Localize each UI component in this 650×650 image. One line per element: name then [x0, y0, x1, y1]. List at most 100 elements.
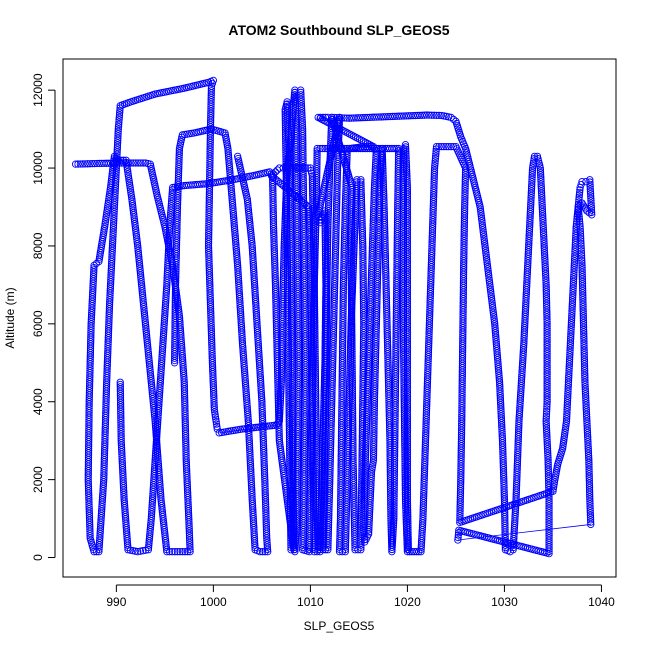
data-point: [210, 405, 218, 414]
y-tick-label: 0: [31, 554, 45, 561]
data-point: [113, 146, 121, 154]
data-point: [134, 159, 142, 167]
data-point: [113, 155, 121, 163]
data-point: [103, 209, 111, 217]
y-tick-label: 8000: [31, 232, 45, 259]
data-point: [276, 399, 284, 407]
data-point: [109, 233, 117, 241]
y-tick-label: 2000: [31, 466, 45, 493]
data-point: [115, 113, 123, 122]
data-point: [213, 422, 221, 431]
data-point: [112, 168, 120, 177]
data-point: [109, 219, 118, 227]
data-point: [114, 130, 122, 138]
data-point: [125, 177, 133, 185]
data-point: [113, 157, 121, 165]
chart-title: ATOM2 Southbound SLP_GEOS5: [228, 22, 449, 38]
data-point: [186, 541, 194, 549]
data-point: [210, 403, 218, 411]
data-point: [185, 534, 194, 542]
data-point: [276, 392, 285, 400]
data-point: [211, 410, 219, 419]
data-point: [112, 175, 120, 184]
data-point: [185, 531, 194, 540]
data-point: [129, 159, 137, 167]
data-point: [126, 184, 134, 192]
data-point: [114, 132, 122, 140]
plot-frame: [62, 58, 617, 578]
x-tick-label: 1040: [588, 595, 615, 609]
data-point: [83, 160, 92, 168]
x-tick-label: 990: [106, 595, 126, 609]
data-point: [132, 159, 140, 167]
data-point: [111, 185, 119, 193]
data-point: [103, 204, 112, 212]
data-point: [102, 213, 110, 221]
data-point: [110, 203, 119, 211]
data-point: [127, 188, 135, 196]
data-point: [128, 197, 136, 206]
data-point: [213, 425, 221, 433]
data-point: [79, 160, 87, 168]
data-point: [110, 210, 118, 218]
data-point: [111, 187, 119, 195]
data-point: [124, 170, 132, 178]
data-point: [126, 186, 135, 194]
data-point: [110, 198, 119, 207]
data-point: [115, 120, 123, 129]
data-point: [185, 527, 193, 535]
data-point: [106, 183, 115, 192]
data-point: [108, 242, 117, 250]
x-tick-label: 1000: [200, 595, 227, 609]
data-point: [95, 257, 103, 266]
data-point: [86, 160, 94, 168]
data-point: [186, 536, 194, 544]
data-point: [185, 525, 193, 533]
x-axis: 990 1000 1010 1020 1030 1040: [106, 584, 615, 609]
data-point: [113, 148, 121, 156]
data-point: [91, 159, 99, 168]
data-point: [76, 160, 85, 168]
y-tick-label: 12000: [31, 73, 45, 107]
data-point: [88, 160, 96, 168]
data-point: [212, 415, 220, 423]
data-point: [212, 420, 221, 428]
data-point: [113, 150, 121, 158]
data-point: [101, 218, 110, 226]
data-point: [112, 164, 121, 172]
data-point: [111, 182, 120, 191]
data-point: [109, 226, 117, 234]
data-point: [86, 529, 94, 538]
data-point: [211, 413, 220, 421]
data-point: [136, 159, 145, 167]
data-point: [113, 141, 122, 149]
data-point: [125, 174, 133, 183]
data-point: [110, 212, 118, 220]
data-point: [114, 136, 122, 145]
data-point: [105, 190, 114, 199]
data-point: [110, 217, 118, 225]
data-point: [113, 152, 121, 161]
data-point: [112, 178, 120, 186]
data-point: [114, 134, 122, 142]
data-point: [103, 206, 111, 215]
data-point: [74, 160, 82, 168]
data-point: [108, 240, 117, 248]
data-point: [90, 548, 98, 556]
data-point: [110, 207, 118, 216]
data-point: [113, 139, 122, 147]
data-point: [109, 235, 117, 243]
data-point: [176, 548, 184, 556]
y-tick-label: 10000: [31, 151, 45, 185]
data-point: [109, 223, 118, 232]
data-point: [111, 191, 119, 200]
data-point: [92, 259, 101, 268]
data-point: [114, 123, 123, 131]
data-point: [81, 160, 89, 168]
data-point: [111, 180, 120, 188]
y-tick-label: 4000: [31, 388, 45, 415]
x-tick-label: 1010: [297, 595, 324, 609]
data-point: [114, 127, 122, 136]
data-point: [110, 201, 119, 209]
